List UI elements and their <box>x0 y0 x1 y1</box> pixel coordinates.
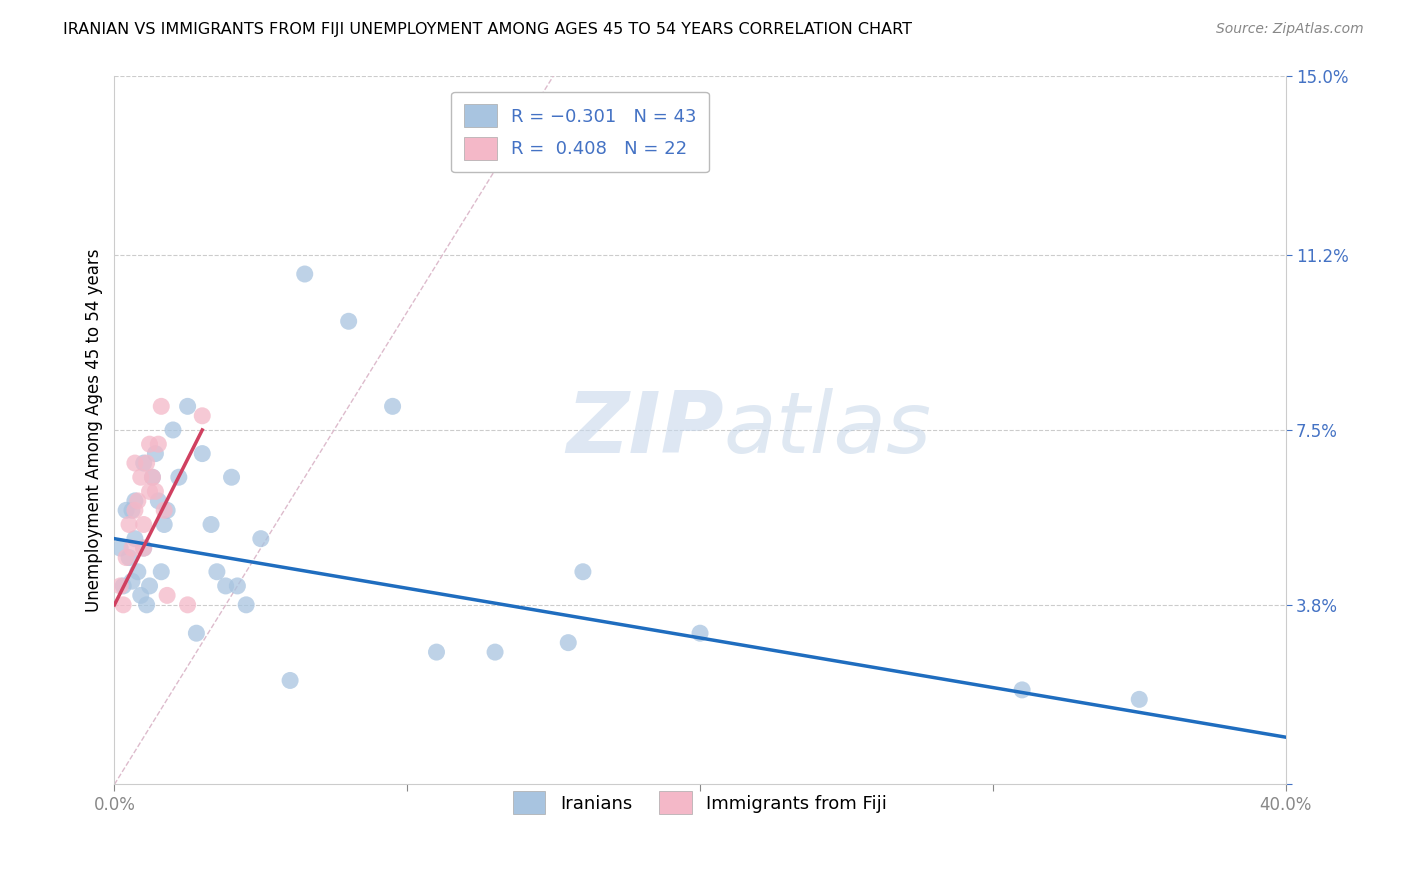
Point <box>162 423 184 437</box>
Text: atlas: atlas <box>724 389 931 472</box>
Point <box>112 598 135 612</box>
Point <box>176 598 198 612</box>
Point <box>124 503 146 517</box>
Point <box>294 267 316 281</box>
Point <box>1128 692 1150 706</box>
Point <box>132 456 155 470</box>
Point <box>148 494 170 508</box>
Point <box>138 579 160 593</box>
Point <box>205 565 228 579</box>
Point <box>124 456 146 470</box>
Text: IRANIAN VS IMMIGRANTS FROM FIJI UNEMPLOYMENT AMONG AGES 45 TO 54 YEARS CORRELATI: IRANIAN VS IMMIGRANTS FROM FIJI UNEMPLOY… <box>63 22 912 37</box>
Point <box>572 565 595 579</box>
Point <box>110 541 132 555</box>
Point <box>129 470 152 484</box>
Point <box>381 400 404 414</box>
Legend: Iranians, Immigrants from Fiji: Iranians, Immigrants from Fiji <box>502 780 898 825</box>
Point <box>138 437 160 451</box>
Point <box>132 517 155 532</box>
Point <box>118 550 141 565</box>
Point <box>337 314 360 328</box>
Point <box>191 409 214 423</box>
Point <box>121 541 143 555</box>
Point <box>689 626 711 640</box>
Point <box>127 565 149 579</box>
Point <box>115 503 138 517</box>
Y-axis label: Unemployment Among Ages 45 to 54 years: Unemployment Among Ages 45 to 54 years <box>86 248 103 612</box>
Point <box>200 517 222 532</box>
Point <box>141 470 163 484</box>
Point <box>215 579 238 593</box>
Point <box>138 484 160 499</box>
Text: ZIP: ZIP <box>565 389 724 472</box>
Text: Source: ZipAtlas.com: Source: ZipAtlas.com <box>1216 22 1364 37</box>
Point <box>132 541 155 555</box>
Point <box>1011 682 1033 697</box>
Point <box>484 645 506 659</box>
Point <box>135 598 157 612</box>
Point <box>121 503 143 517</box>
Point <box>191 447 214 461</box>
Point <box>135 456 157 470</box>
Point <box>141 470 163 484</box>
Point <box>250 532 273 546</box>
Point <box>145 447 167 461</box>
Point <box>129 588 152 602</box>
Point <box>167 470 190 484</box>
Point <box>156 588 179 602</box>
Point <box>221 470 243 484</box>
Point <box>425 645 447 659</box>
Point <box>153 503 176 517</box>
Point <box>145 484 167 499</box>
Point <box>150 565 173 579</box>
Point <box>226 579 249 593</box>
Point <box>127 494 149 508</box>
Point <box>156 503 179 517</box>
Point <box>153 517 176 532</box>
Point <box>121 574 143 589</box>
Point <box>278 673 301 688</box>
Point <box>235 598 257 612</box>
Point <box>124 532 146 546</box>
Point <box>112 579 135 593</box>
Point <box>148 437 170 451</box>
Point <box>132 541 155 555</box>
Point <box>186 626 208 640</box>
Point <box>124 494 146 508</box>
Point <box>176 400 198 414</box>
Point <box>150 400 173 414</box>
Point <box>557 635 579 649</box>
Point <box>118 517 141 532</box>
Point <box>115 550 138 565</box>
Point <box>110 579 132 593</box>
